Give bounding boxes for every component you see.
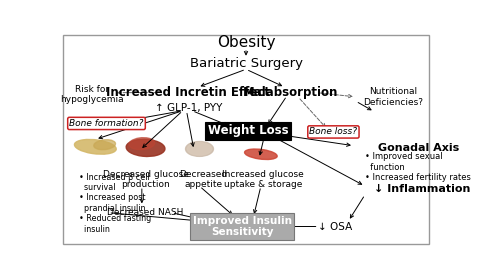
- Text: Increased glucose
uptake & storage: Increased glucose uptake & storage: [222, 170, 304, 189]
- Text: Decreased glucose
production: Decreased glucose production: [103, 170, 189, 189]
- FancyBboxPatch shape: [63, 35, 429, 244]
- Text: ↓ OSA: ↓ OSA: [318, 222, 352, 232]
- Text: Gonadal Axis: Gonadal Axis: [378, 143, 459, 153]
- Text: Increased Incretin Effect: Increased Incretin Effect: [107, 86, 270, 99]
- Text: Improved Insulin
Sensitivity: Improved Insulin Sensitivity: [193, 216, 292, 237]
- Text: Risk for
hypoglycemia: Risk for hypoglycemia: [60, 85, 123, 104]
- Text: Bariatric Surgery: Bariatric Surgery: [190, 57, 302, 70]
- Text: Obesity: Obesity: [217, 35, 275, 50]
- Text: Nutritional
Deficiencies?: Nutritional Deficiencies?: [363, 87, 423, 107]
- Text: ↑ GLP-1, PYY: ↑ GLP-1, PYY: [155, 102, 222, 113]
- Ellipse shape: [129, 138, 155, 150]
- Ellipse shape: [74, 139, 116, 154]
- Text: Malabsorption: Malabsorption: [243, 86, 338, 99]
- Text: ↓ Inflammation: ↓ Inflammation: [374, 184, 471, 194]
- Ellipse shape: [126, 139, 165, 156]
- Ellipse shape: [186, 142, 214, 156]
- Text: Decreased NASH: Decreased NASH: [108, 208, 184, 217]
- Text: • Increased β cell
  survival
• Increased post
  prandial insulin
• Reduced fast: • Increased β cell survival • Increased …: [79, 172, 151, 234]
- Text: Weight Loss: Weight Loss: [207, 124, 288, 137]
- Text: Decreased
appetite: Decreased appetite: [179, 170, 228, 189]
- Ellipse shape: [245, 149, 277, 160]
- Text: Bone loss?: Bone loss?: [310, 128, 358, 136]
- Ellipse shape: [94, 140, 116, 150]
- Text: Bone formation?: Bone formation?: [69, 119, 144, 128]
- Ellipse shape: [187, 143, 212, 155]
- Text: • Improved sexual
  function
• Increased fertility rates: • Improved sexual function • Increased f…: [365, 152, 471, 182]
